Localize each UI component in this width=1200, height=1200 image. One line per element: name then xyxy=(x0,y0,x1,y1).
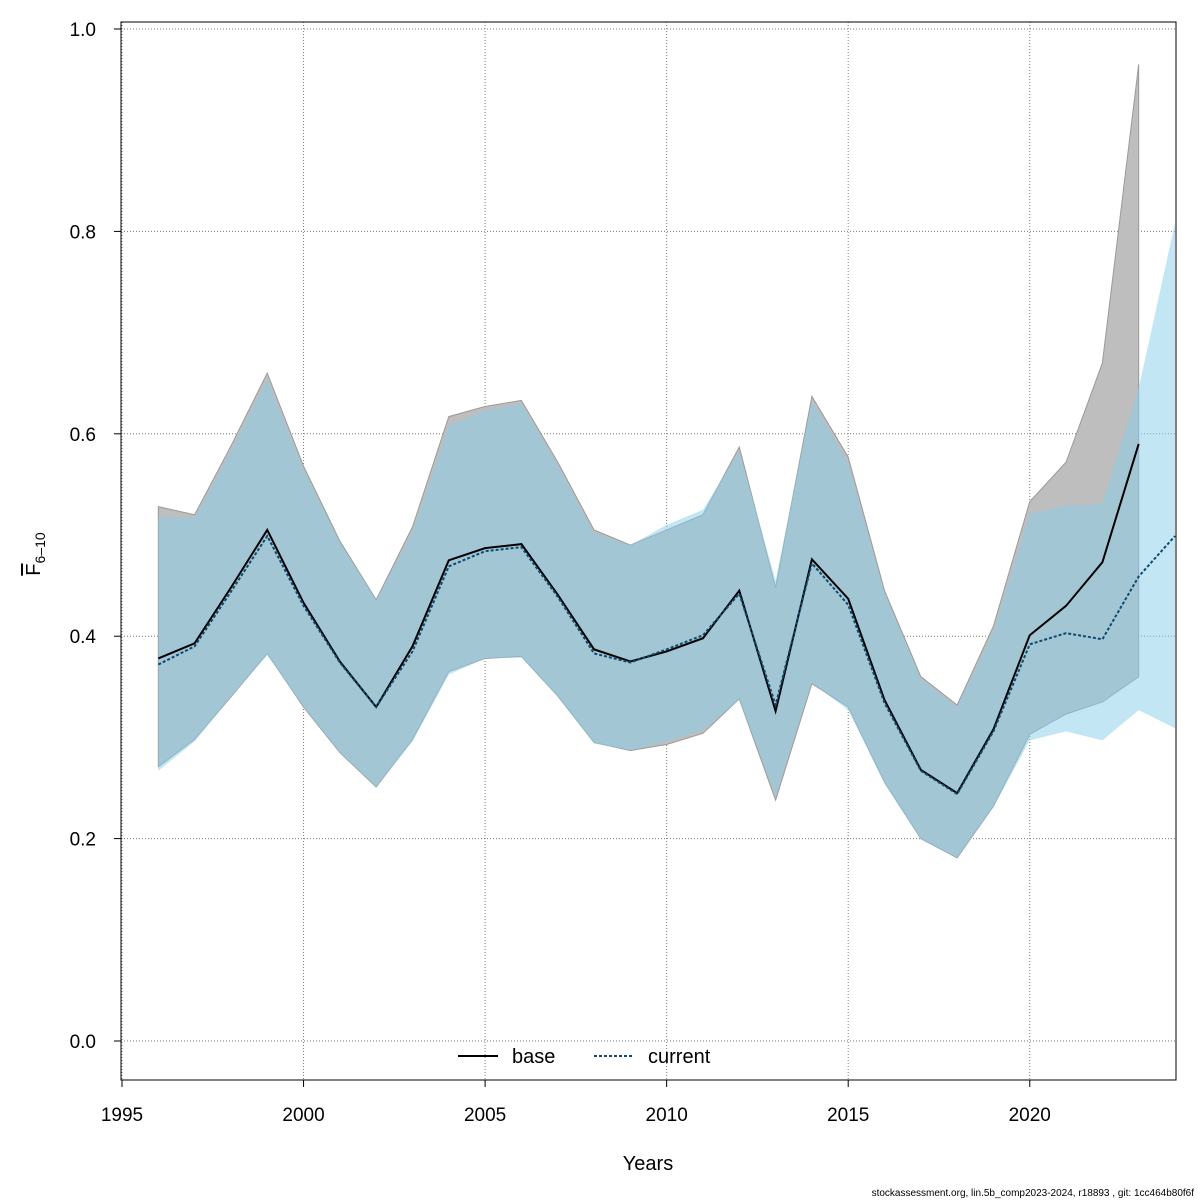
y-tick-label-1: 1.0 xyxy=(70,20,96,41)
x-tick-label-2000: 2000 xyxy=(282,1105,324,1126)
footer-credit: stockassessment.org, lin.5b_comp2023-202… xyxy=(872,1188,1195,1199)
y-axis-title: F6–10 xyxy=(23,532,48,576)
x-axis-title: Years xyxy=(623,1153,673,1175)
axes: 1995 2000 2005 2010 2015 2020 0.0 0.2 0.4 0.6 0.8 1… xyxy=(70,20,1177,1126)
legend-current-label: current xyxy=(648,1046,711,1068)
svg-text:F6–10: F6–10 xyxy=(23,532,48,576)
y-tick-label-0.2: 0.2 xyxy=(70,830,96,851)
line-current xyxy=(157,534,1176,796)
series-lines xyxy=(157,443,1176,796)
confidence-bands xyxy=(157,64,1175,859)
y-tick-label-0: 0.0 xyxy=(70,1032,96,1053)
legend-base-label: base xyxy=(512,1046,555,1068)
band-current xyxy=(158,223,1175,858)
x-tick-label-2005: 2005 xyxy=(464,1105,506,1126)
legend: base current xyxy=(458,1046,711,1068)
y-axis-title-subscript: 6–10 xyxy=(32,532,48,563)
x-tick-label-2020: 2020 xyxy=(1009,1105,1051,1126)
y-axis-title-main: F xyxy=(23,563,45,575)
y-tick-label-0.8: 0.8 xyxy=(70,222,96,243)
y-tick-label-0.6: 0.6 xyxy=(70,425,96,446)
x-tick-label-2015: 2015 xyxy=(827,1105,869,1126)
x-tick-label-1995: 1995 xyxy=(101,1105,143,1126)
x-tick-label-2010: 2010 xyxy=(646,1105,688,1126)
y-tick-label-0.4: 0.4 xyxy=(70,627,97,648)
